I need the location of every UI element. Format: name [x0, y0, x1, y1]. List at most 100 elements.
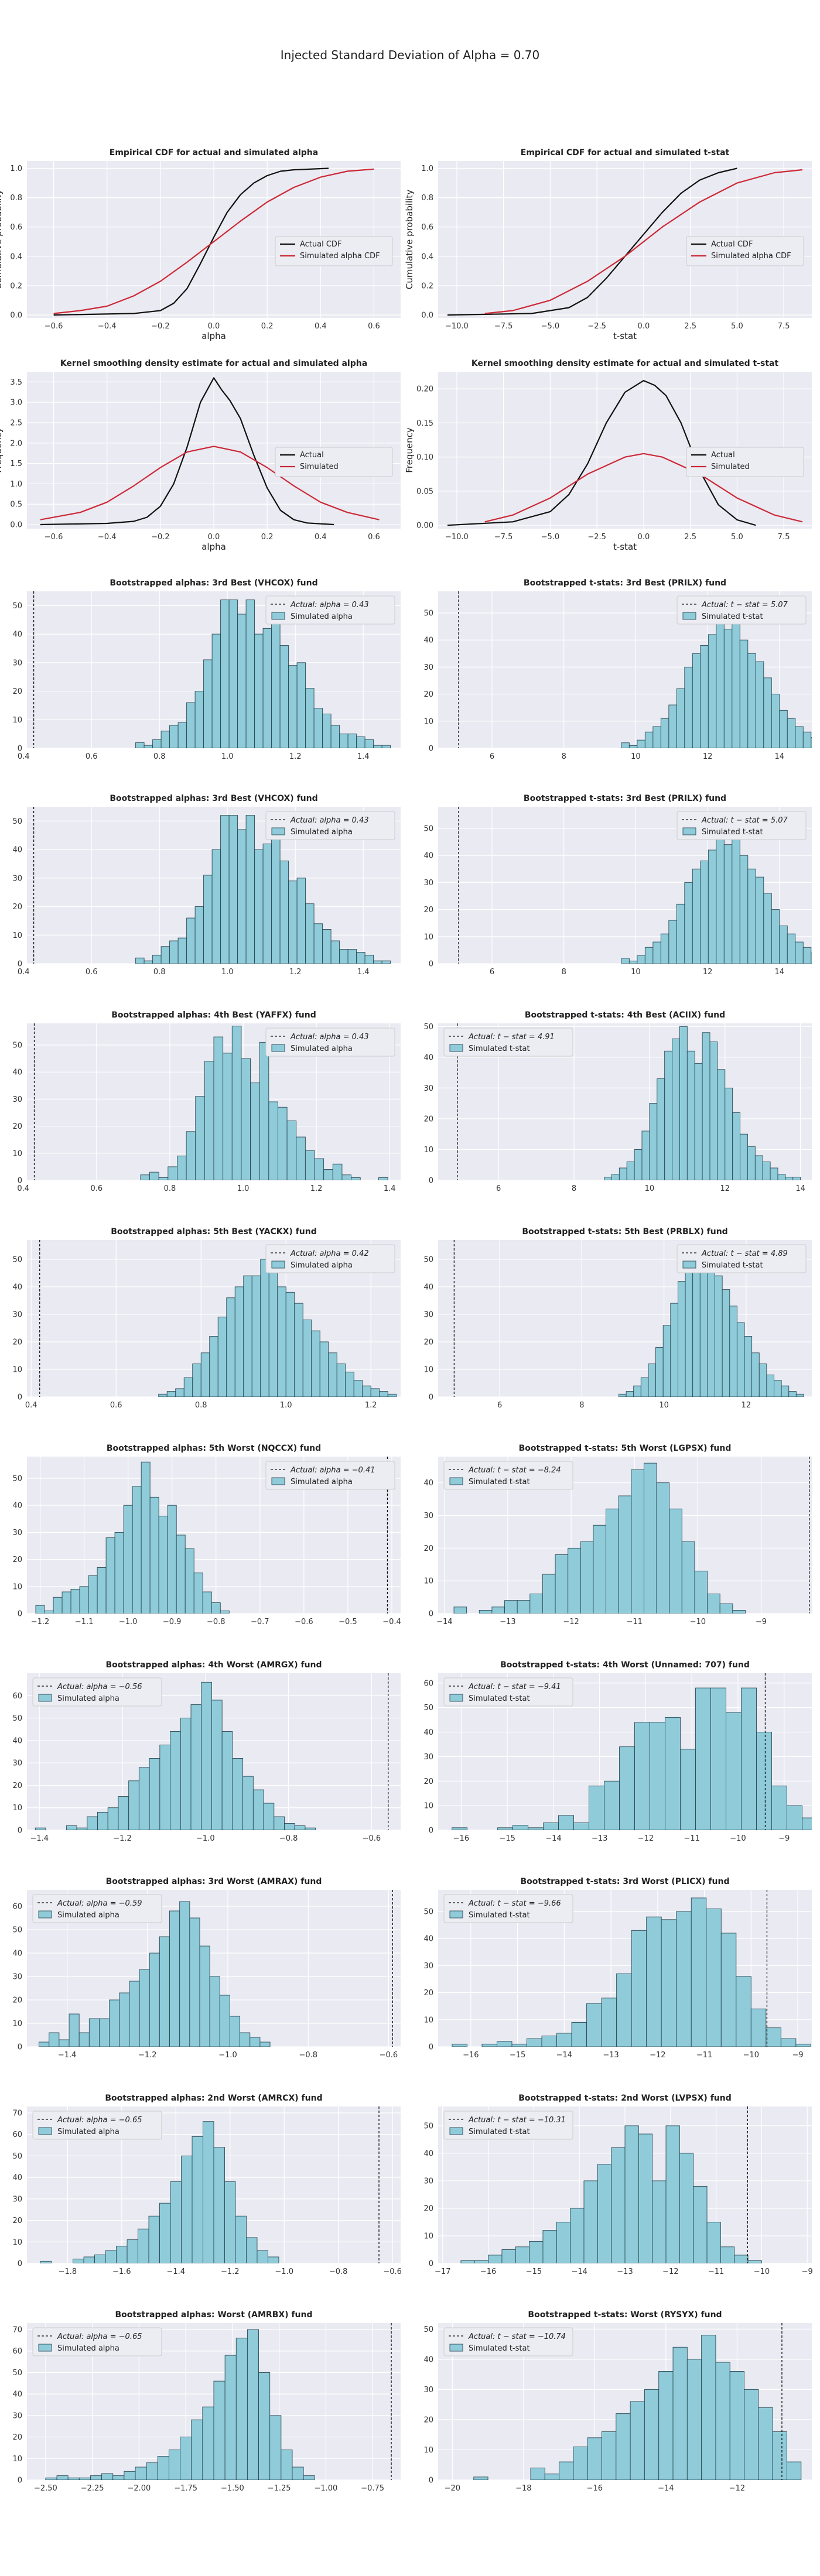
- histogram-bar: [755, 661, 764, 748]
- legend: Actual: alpha = 0.43 Simulated alpha: [265, 595, 395, 625]
- histogram-bar: [194, 691, 204, 748]
- histogram-bar: [481, 2043, 497, 2047]
- y-tick-label: 10: [12, 931, 22, 940]
- x-tick-label: −11: [708, 2267, 724, 2276]
- legend-label: Actual: [300, 451, 324, 460]
- y-tick-label: 50: [12, 1714, 22, 1723]
- x-tick-label: 12: [720, 1184, 730, 1193]
- series-line: [484, 169, 803, 314]
- x-tick-label: 0.0: [208, 533, 220, 542]
- subplot-19: 0 10 20 30 40 50 60 70 −1.8 −1.6 −1.4 −1.2 −1.0 −0.8 −…: [12, 2094, 401, 2276]
- histogram-bar: [453, 1606, 467, 1614]
- legend-label-actual: Actual: t − stat = 5.07: [701, 601, 788, 609]
- x-tick-label: −16: [453, 1834, 469, 1843]
- x-tick-label: −2.50: [34, 2484, 57, 2493]
- histogram-bar: [250, 1083, 260, 1180]
- legend-swatch-simulated: [271, 1044, 285, 1052]
- x-tick-label: 0.0: [638, 322, 650, 331]
- histogram-bar: [201, 1681, 212, 1830]
- x-tick-label: 8: [562, 752, 566, 761]
- x-tick-label: −1.75: [174, 2484, 197, 2493]
- x-tick-label: 0.4: [18, 968, 30, 977]
- y-tick-label: 10: [12, 2455, 22, 2464]
- legend-box: [275, 447, 393, 477]
- x-tick-label: 1.2: [289, 752, 302, 761]
- x-tick-label: 0.4: [315, 533, 327, 542]
- histogram-bar: [128, 1780, 139, 1830]
- histogram-bar: [668, 704, 677, 748]
- y-tick-label: 0.4: [421, 252, 433, 261]
- histogram-bar: [254, 633, 264, 748]
- histogram-bar: [127, 2239, 139, 2263]
- histogram-bar: [771, 694, 780, 748]
- histogram-bar: [694, 1063, 703, 1180]
- histogram-bar: [213, 1036, 224, 1180]
- y-tick-label: 40: [12, 1283, 22, 1292]
- histogram-bar: [643, 1462, 657, 1614]
- y-tick-label: 20: [423, 1115, 433, 1123]
- legend-box: [265, 811, 395, 840]
- subplot-13: 0 10 20 30 40 50 −1.2 −1.1 −1.0 −0.9 −0.8 −0.7 −0.6 −…: [12, 1444, 401, 1626]
- histogram-bar: [785, 1177, 794, 1180]
- legend: Actual: alpha = −0.59 Simulated alpha: [32, 1894, 162, 1923]
- histogram-bar: [657, 1078, 665, 1180]
- y-tick-label: 20: [423, 1989, 433, 1998]
- y-tick-label: 50: [12, 1474, 22, 1483]
- legend-box: [275, 236, 393, 266]
- subplot-title: Bootstrapped t-stats: 3rd Best (PRILX) f…: [524, 794, 726, 803]
- histogram-bar: [116, 2246, 128, 2263]
- histogram-bar: [330, 725, 340, 748]
- y-tick-label: 40: [12, 2390, 22, 2399]
- x-tick-label: 1.2: [310, 1184, 323, 1193]
- x-tick-label: −1.2: [221, 2267, 240, 2276]
- histogram-bar: [732, 623, 740, 748]
- histogram-bar: [792, 1177, 801, 1180]
- histogram-bar: [597, 2164, 612, 2263]
- histogram-bar: [177, 1155, 187, 1180]
- histogram-bar: [281, 2450, 293, 2480]
- histogram-bar: [152, 954, 162, 964]
- histogram-bar: [69, 2013, 80, 2047]
- histogram-bar: [112, 2475, 125, 2480]
- histogram-bar: [159, 1745, 171, 1830]
- x-tick-label: −0.2: [151, 322, 170, 331]
- histogram-bar: [676, 1911, 692, 2047]
- histogram-bar: [558, 1815, 575, 1830]
- x-tick-label: 8: [562, 968, 566, 977]
- histogram-bar: [118, 1796, 129, 1830]
- histogram-bar: [40, 2260, 52, 2263]
- histogram-bar: [646, 1916, 662, 2047]
- histogram-bar: [616, 1973, 632, 2047]
- histogram-bar: [292, 2467, 304, 2480]
- subplot-title: Empirical CDF for actual and simulated a…: [110, 148, 318, 157]
- histogram-bar: [665, 2125, 680, 2263]
- x-tick-label: 10: [645, 1184, 655, 1193]
- histogram-bar: [114, 1532, 124, 1614]
- y-tick-label: 40: [423, 1479, 433, 1488]
- x-tick-label: −14: [436, 1618, 452, 1626]
- x-tick-label: 2.5: [684, 533, 696, 542]
- histogram-bar: [543, 1822, 559, 1830]
- histogram-bar: [378, 1177, 388, 1180]
- legend-label-actual: Actual: alpha = −0.59: [57, 1899, 142, 1908]
- histogram-bar: [262, 628, 272, 748]
- x-tick-label: 0.0: [638, 533, 650, 542]
- histogram-bar: [192, 1364, 201, 1397]
- x-tick-label: 0.8: [195, 1401, 207, 1410]
- x-tick-label: −1.0: [218, 2051, 237, 2060]
- x-tick-label: −0.4: [382, 1618, 401, 1626]
- x-tick-label: 2.5: [684, 322, 696, 331]
- legend-box: [443, 2327, 573, 2356]
- histogram-bar: [556, 2033, 572, 2047]
- histogram-bar: [725, 1087, 733, 1180]
- x-tick-label: 1.0: [237, 1184, 250, 1193]
- histogram-bar: [373, 960, 382, 964]
- y-tick-label: 50: [423, 609, 433, 618]
- x-tick-label: −13: [592, 1834, 607, 1843]
- histogram-bar: [777, 1174, 786, 1180]
- histogram-bar: [158, 1177, 169, 1180]
- histogram-bar: [611, 1174, 620, 1180]
- x-tick-label: −13: [603, 2051, 619, 2060]
- x-tick-label: −0.5: [339, 1618, 357, 1626]
